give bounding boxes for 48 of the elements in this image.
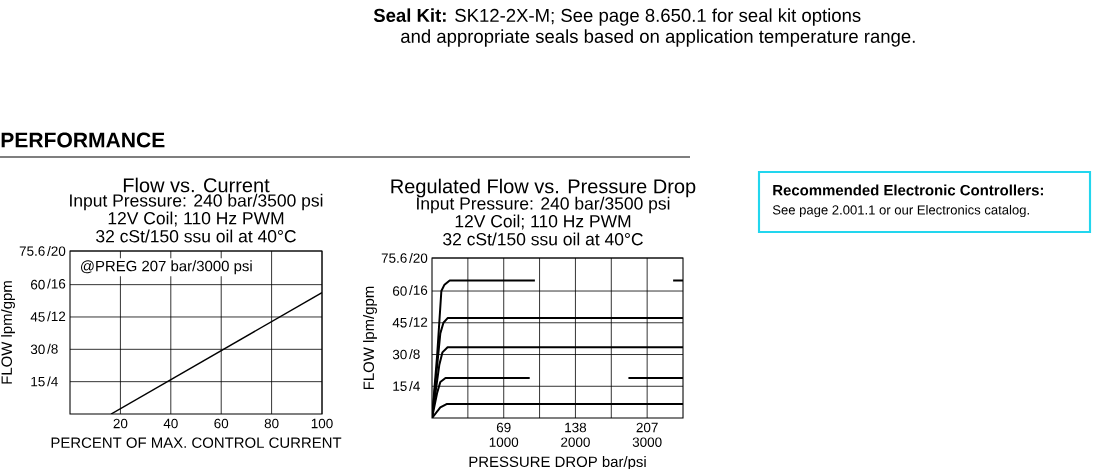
- x-tick-label: 138: [565, 422, 587, 433]
- x-tick-label: 69: [496, 422, 511, 433]
- y2-tick-label: /20: [409, 253, 428, 263]
- text: 12V Coil; 110 Hz PWM: [455, 214, 631, 230]
- annotation: @PREG 207 bar/3000 psi: [81, 260, 252, 275]
- x-tick-label: 20: [113, 418, 128, 429]
- y2-tick-label: /16: [409, 285, 428, 295]
- chart-subtitle: Input Pressure: 240 bar/3500 psi: [417, 196, 670, 214]
- text: 32 cSt/150 ssu oil at 40°C: [443, 232, 643, 246]
- y2-tick-label: /12: [47, 311, 66, 322]
- y-tick-label: 45: [392, 318, 407, 328]
- x-axis-title: PRESSURE DROP bar/psi: [469, 456, 646, 469]
- chart-subtitle: Input Pressure: 240 bar/3500 psi: [70, 193, 323, 211]
- x2-tick-label: 1000: [489, 437, 519, 447]
- x-tick-label: 100: [311, 418, 333, 429]
- text: Recommended Electronic Controllers:: [773, 184, 1043, 196]
- y-tick-label: 30: [392, 349, 407, 360]
- y-tick-label: 75.6: [19, 246, 45, 256]
- y2-tick-label: /16: [47, 278, 66, 289]
- x-tick-label: 60: [214, 418, 229, 429]
- y-axis-title: FLOW lpm/gpm: [363, 286, 377, 390]
- text: See page 2.001.1 or our Electronics catalog.: [772, 204, 1029, 218]
- y-tick-label: 60: [31, 279, 45, 290]
- y-tick-label: 45: [30, 312, 45, 322]
- y2-tick-label: /8: [47, 343, 58, 354]
- x-axis-title: PERCENT OF MAX. CONTROL CURRENT: [51, 437, 342, 448]
- x-tick-label: 80: [264, 418, 279, 429]
- text: 32 cSt/150 ssu oil at 40°C: [96, 229, 296, 243]
- chart-title: Flow vs. Current: [123, 177, 270, 193]
- y-axis-title: FLOW lpm/gpm: [1, 281, 15, 384]
- y-tick-label: 75.6: [381, 253, 407, 263]
- x2-tick-label: 3000: [632, 437, 662, 447]
- x-tick-label: 40: [163, 418, 178, 429]
- y2-tick-label: /20: [47, 246, 66, 256]
- y2-tick-label: /4: [47, 376, 58, 387]
- y-tick-label: 15: [393, 381, 407, 391]
- x-tick-label: 207: [636, 422, 658, 433]
- text: PERFORMANCE: [1, 132, 165, 148]
- y-tick-label: 30: [30, 344, 45, 355]
- text: Seal Kit: SK12-2X-M; See page 8.650.1 for seal kit options: [373, 8, 861, 26]
- x2-tick-label: 2000: [561, 437, 590, 447]
- y-tick-label: 15: [31, 376, 45, 387]
- y2-tick-label: /4: [409, 381, 420, 391]
- text: 12V Coil; 110 Hz PWM: [108, 211, 284, 227]
- text: and appropriate seals based on application temperature range.: [401, 29, 915, 47]
- y2-tick-label: /12: [409, 317, 428, 327]
- y-tick-label: 60: [393, 286, 407, 296]
- y2-tick-label: /8: [409, 349, 420, 359]
